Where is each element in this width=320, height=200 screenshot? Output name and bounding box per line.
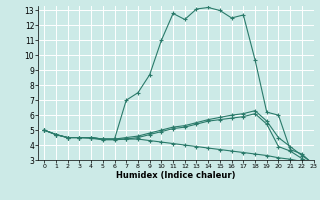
- X-axis label: Humidex (Indice chaleur): Humidex (Indice chaleur): [116, 171, 236, 180]
